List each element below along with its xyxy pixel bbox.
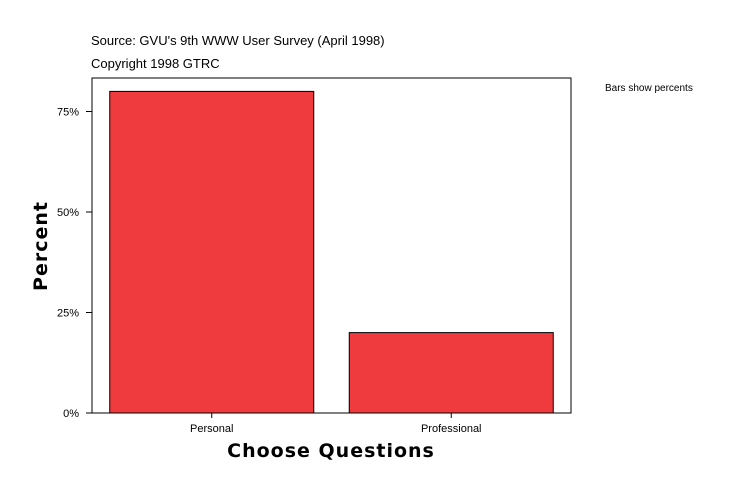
y-tick-label: 50% [57, 207, 79, 219]
bars-note: Bars show percents [605, 83, 693, 94]
x-axis-title: Choose Questions [227, 440, 435, 462]
y-tick-label: 25% [57, 308, 79, 320]
x-axis: Personal Professional [190, 413, 482, 435]
x-tick-label: Professional [421, 423, 482, 435]
bar-professional [348, 332, 554, 414]
x-tick-label: Personal [190, 423, 233, 435]
copyright-text: Copyright 1998 GTRC [91, 56, 220, 71]
source-text: Source: GVU's 9th WWW User Survey (April… [91, 33, 385, 48]
y-tick-label: 0% [63, 408, 79, 420]
y-axis: 0% 25% 50% 75% [57, 107, 92, 420]
bar-personal [109, 90, 315, 414]
bar-group [109, 90, 554, 414]
y-axis-title: Percent [30, 201, 52, 291]
y-tick-label: 75% [57, 107, 79, 119]
